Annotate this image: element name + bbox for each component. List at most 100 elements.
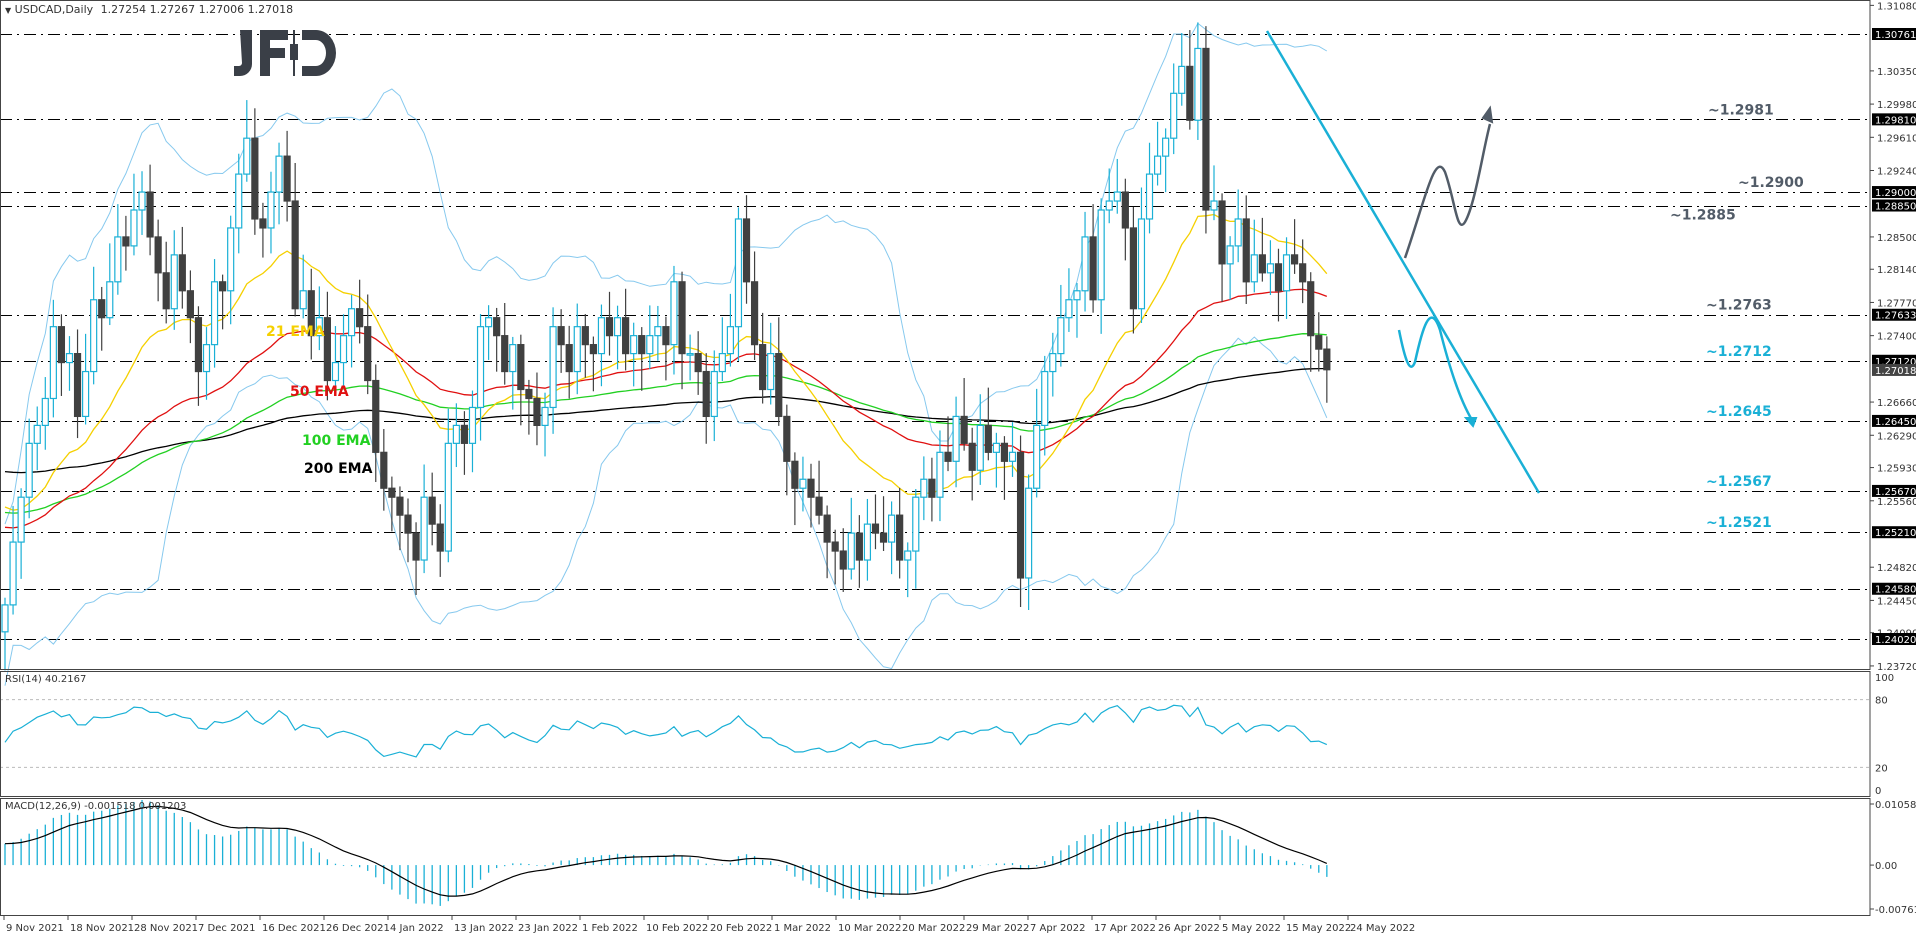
candle[interactable]	[65, 336, 74, 391]
candle[interactable]	[775, 317, 783, 426]
candle[interactable]	[1113, 158, 1121, 214]
candle[interactable]	[49, 299, 57, 418]
candle[interactable]	[154, 219, 162, 302]
candle[interactable]	[1057, 284, 1065, 367]
price-level-tag[interactable]	[1872, 199, 1916, 212]
candle[interactable]	[605, 291, 614, 356]
candle[interactable]	[549, 307, 557, 434]
candle[interactable]	[170, 230, 178, 330]
price-level-tag[interactable]	[1872, 633, 1916, 646]
candle[interactable]	[1274, 248, 1283, 322]
candle[interactable]	[1016, 435, 1025, 607]
candle[interactable]	[114, 204, 122, 295]
candle[interactable]	[501, 302, 509, 385]
collapse-triangle-icon[interactable]: ▼	[5, 6, 12, 15]
candle[interactable]	[791, 452, 799, 526]
candle[interactable]	[452, 403, 460, 468]
candle[interactable]	[275, 142, 283, 225]
candle[interactable]	[291, 163, 299, 317]
candle[interactable]	[1033, 388, 1041, 498]
candle[interactable]	[815, 460, 823, 525]
candle[interactable]	[41, 377, 49, 450]
candle[interactable]	[742, 195, 751, 304]
candle[interactable]	[1041, 355, 1049, 456]
candle[interactable]	[1323, 336, 1331, 403]
candle[interactable]	[130, 173, 138, 256]
candle[interactable]	[1089, 204, 1097, 313]
candle[interactable]	[1282, 237, 1291, 319]
candle[interactable]	[662, 316, 670, 381]
candle[interactable]	[622, 288, 630, 371]
price-level-tag[interactable]	[1872, 28, 1916, 40]
candle[interactable]	[581, 314, 589, 378]
candle[interactable]	[9, 505, 17, 615]
candle[interactable]	[1299, 239, 1307, 304]
candle[interactable]	[936, 430, 944, 522]
candle[interactable]	[1234, 189, 1242, 263]
candle[interactable]	[968, 427, 976, 501]
candle[interactable]	[976, 394, 984, 485]
candle[interactable]	[1315, 312, 1323, 372]
candle[interactable]	[831, 529, 839, 585]
candle[interactable]	[347, 294, 356, 368]
candle[interactable]	[259, 202, 267, 258]
candle[interactable]	[638, 327, 646, 391]
candle[interactable]	[33, 406, 41, 471]
candle[interactable]	[202, 327, 211, 400]
candle[interactable]	[1290, 219, 1299, 274]
candle[interactable]	[219, 274, 227, 330]
candle[interactable]	[1242, 195, 1250, 304]
candle[interactable]	[1105, 168, 1113, 224]
candle[interactable]	[912, 489, 920, 589]
candle[interactable]	[589, 336, 597, 392]
candle[interactable]	[404, 498, 412, 563]
candle[interactable]	[1065, 268, 1073, 332]
candle[interactable]	[73, 329, 82, 439]
candle[interactable]	[331, 326, 340, 390]
candle[interactable]	[1073, 283, 1081, 338]
candle[interactable]	[1202, 26, 1210, 234]
price-level-tag[interactable]	[1872, 308, 1916, 321]
candle[interactable]	[1170, 63, 1178, 155]
candle[interactable]	[557, 309, 565, 373]
candle[interactable]	[1226, 236, 1234, 300]
candle[interactable]	[307, 268, 315, 360]
candle[interactable]	[1025, 474, 1033, 610]
candle[interactable]	[194, 306, 203, 406]
candle[interactable]	[920, 456, 928, 521]
candle[interactable]	[1008, 422, 1017, 477]
candle[interactable]	[807, 463, 815, 528]
candle[interactable]	[460, 411, 469, 475]
candle[interactable]	[597, 304, 606, 387]
candle[interactable]	[879, 496, 888, 551]
candle[interactable]	[1081, 211, 1089, 312]
candle[interactable]	[98, 286, 106, 351]
candle[interactable]	[299, 254, 307, 319]
candle[interactable]	[138, 171, 146, 235]
candle[interactable]	[210, 259, 219, 368]
candle[interactable]	[428, 472, 436, 546]
candle[interactable]	[517, 334, 525, 426]
candle[interactable]	[573, 303, 581, 395]
candle[interactable]	[1162, 128, 1170, 193]
candle[interactable]	[525, 379, 533, 435]
candle[interactable]	[1250, 219, 1258, 293]
candle[interactable]	[1000, 436, 1009, 500]
candle[interactable]	[767, 322, 775, 405]
candle[interactable]	[718, 317, 726, 381]
candle[interactable]	[509, 336, 517, 410]
candle[interactable]	[1097, 198, 1105, 334]
candle[interactable]	[1121, 178, 1129, 261]
price-level-tag[interactable]	[1872, 113, 1916, 126]
candle[interactable]	[896, 487, 904, 579]
price-level-tag[interactable]	[1872, 484, 1916, 497]
candle[interactable]	[364, 294, 372, 395]
candle[interactable]	[992, 432, 1000, 488]
candle[interactable]	[710, 350, 718, 442]
candle[interactable]	[1145, 142, 1154, 234]
candle[interactable]	[630, 322, 638, 387]
candle[interactable]	[323, 291, 331, 401]
candle[interactable]	[90, 266, 98, 385]
candle[interactable]	[1194, 22, 1202, 140]
